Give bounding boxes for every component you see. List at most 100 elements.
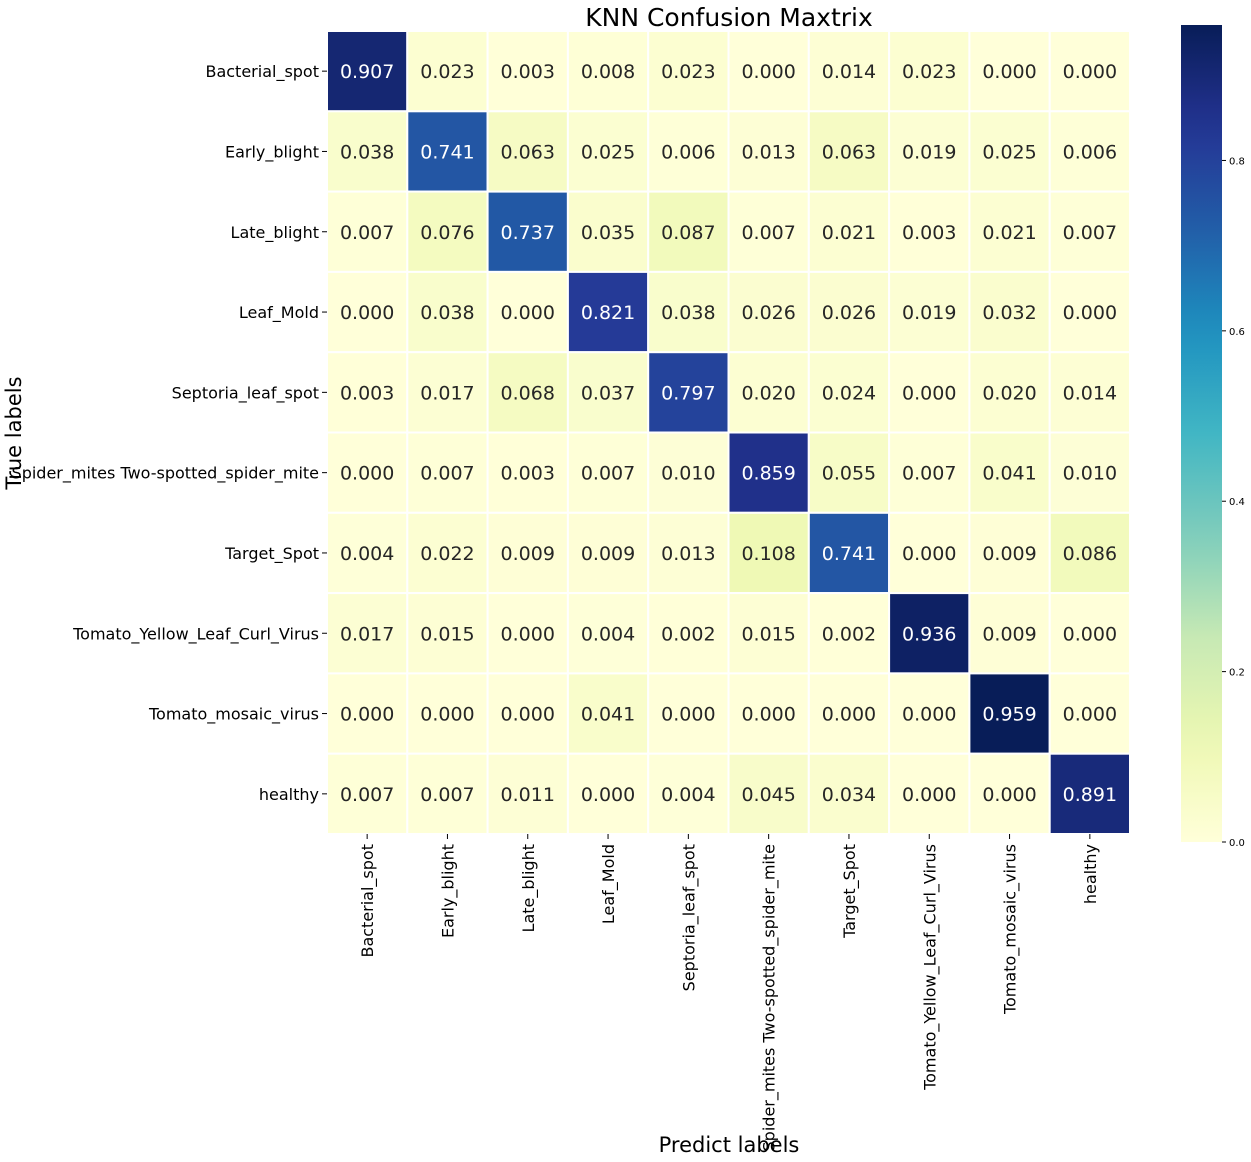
cell-value-label: 0.003 [340, 382, 394, 404]
cell-value-label: 0.907 [340, 61, 394, 83]
heatmap-cell [1048, 270, 1131, 354]
cell-value-label: 0.025 [982, 141, 1036, 163]
cell-value-label: 0.936 [902, 623, 956, 645]
heatmap-cell [1048, 592, 1131, 675]
cell-value-label: 0.000 [741, 61, 795, 83]
x-tick-label: Septoria_leaf_spot [679, 844, 699, 991]
cell-value-label: 0.086 [1063, 543, 1117, 565]
cell-value-label: 0.015 [741, 623, 795, 645]
heatmap-cell [566, 511, 650, 595]
heatmap-cell [968, 511, 1051, 595]
heatmap-cell [888, 672, 971, 755]
y-axis-label: True labels [2, 376, 26, 490]
cell-value-label: 0.019 [902, 302, 956, 324]
heatmap-cell [888, 511, 971, 595]
heatmap-cell [888, 592, 971, 675]
cell-value-label: 0.007 [420, 784, 474, 806]
cell-value-label: 0.737 [501, 222, 555, 244]
cell-value-label: 0.011 [501, 784, 555, 806]
cell-value-label: 0.000 [822, 704, 876, 726]
heatmap-cell [406, 672, 489, 755]
heatmap-cell [727, 511, 810, 595]
heatmap-cell [406, 30, 489, 113]
cell-value-label: 0.000 [581, 784, 635, 806]
x-axis-label: Predict labels [659, 1133, 800, 1157]
cell-value-label: 0.000 [1063, 302, 1117, 324]
heatmap-cell [326, 431, 409, 514]
cell-value-label: 0.002 [661, 623, 715, 645]
heatmap-cell [647, 592, 730, 675]
heatmap-cell [647, 752, 730, 836]
cell-value-label: 0.000 [902, 784, 956, 806]
cell-value-label: 0.009 [982, 543, 1036, 565]
heatmap-cell [727, 351, 810, 434]
heatmap-cell [566, 592, 650, 675]
cell-value-label: 0.010 [661, 463, 715, 485]
cell-value-label: 0.020 [741, 382, 795, 404]
heatmap-cell [807, 511, 891, 595]
cell-value-label: 0.034 [822, 784, 876, 806]
heatmap-cell [807, 592, 891, 675]
cell-value-label: 0.000 [741, 704, 795, 726]
cell-value-label: 0.013 [741, 141, 795, 163]
cell-value-label: 0.004 [661, 784, 715, 806]
heatmap-cell [807, 752, 891, 836]
colorbar-tick-label: 0.2 [1229, 668, 1245, 679]
heatmap-cell [807, 672, 891, 755]
heatmap-cell [727, 592, 810, 675]
heatmap-cell [647, 351, 730, 434]
cell-value-label: 0.891 [1063, 784, 1117, 806]
heatmap-cell [326, 190, 409, 273]
heatmap-cell [406, 190, 489, 273]
x-tick-label: Target_Spot [840, 844, 860, 939]
cell-value-label: 0.006 [1063, 141, 1117, 163]
heatmap-cell [968, 110, 1051, 193]
cell-value-label: 0.014 [1063, 382, 1117, 404]
cell-value-label: 0.108 [741, 543, 795, 565]
heatmap-cell [406, 351, 489, 434]
cell-value-label: 0.000 [982, 61, 1036, 83]
y-tick-label: Spider_mites Two-spotted_spider_mite [12, 464, 319, 484]
x-axis: Bacterial_spot Early_blight Late_blight Lea… [358, 834, 1100, 1151]
cell-value-label: 0.017 [420, 382, 474, 404]
x-tick-label: Early_blight [438, 844, 458, 938]
cell-value-label: 0.007 [340, 784, 394, 806]
heatmap-cell [807, 351, 891, 434]
y-tick-label: Tomato_mosaic_virus [148, 705, 319, 725]
cell-value-label: 0.009 [982, 623, 1036, 645]
y-tick-label: Leaf_Mold [239, 303, 319, 323]
cell-value-label: 0.021 [982, 222, 1036, 244]
heatmap-cell [968, 351, 1051, 434]
cell-value-label: 0.024 [822, 382, 876, 404]
cell-value-label: 0.000 [1063, 61, 1117, 83]
y-tick-label: Bacterial_spot [205, 62, 319, 82]
cell-value-label: 0.087 [661, 222, 715, 244]
heatmap-cell [1048, 30, 1131, 113]
x-tick-label: Tomato_mosaic_virus [1001, 844, 1021, 1015]
heatmap-cell [647, 672, 730, 755]
cell-value-label: 0.007 [340, 222, 394, 244]
heatmap-cell [727, 431, 810, 514]
x-tick-label: Late_blight [519, 844, 539, 932]
cell-value-label: 0.068 [501, 382, 555, 404]
cell-value-label: 0.025 [581, 141, 635, 163]
cell-value-label: 0.959 [982, 704, 1036, 726]
cell-value-label: 0.055 [822, 463, 876, 485]
cell-value-label: 0.019 [902, 141, 956, 163]
cell-value-label: 0.035 [581, 222, 635, 244]
cell-value-label: 0.741 [822, 543, 876, 565]
heatmap-cell [968, 592, 1051, 675]
cell-value-label: 0.045 [741, 784, 795, 806]
y-tick-label: Septoria_leaf_spot [172, 383, 319, 403]
cell-value-label: 0.010 [1063, 463, 1117, 485]
heatmap-cell [1048, 511, 1131, 595]
cell-value-label: 0.007 [902, 463, 956, 485]
heatmap-cell [566, 672, 650, 755]
heatmap-cell [406, 110, 489, 193]
cell-value-label: 0.007 [1063, 222, 1117, 244]
cell-value-label: 0.041 [982, 463, 1036, 485]
heatmap-cell [888, 30, 971, 113]
cell-value-label: 0.000 [902, 382, 956, 404]
cell-value-label: 0.009 [501, 543, 555, 565]
cell-value-label: 0.026 [822, 302, 876, 324]
